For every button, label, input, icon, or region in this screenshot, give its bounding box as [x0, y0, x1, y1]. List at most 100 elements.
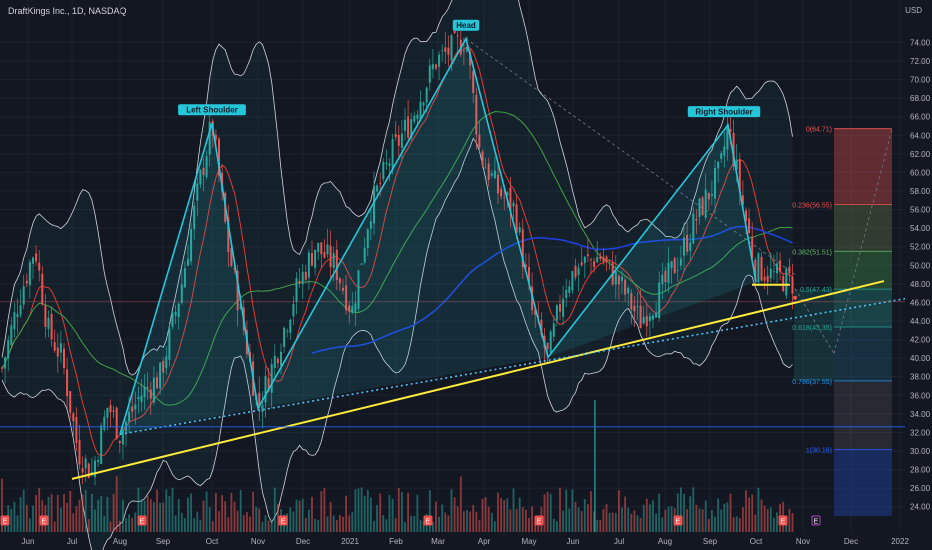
candle-body: [283, 327, 286, 347]
candle-body: [56, 347, 59, 357]
volume-bar: [481, 498, 484, 532]
volume-bar: [289, 507, 292, 532]
volume-bar: [630, 514, 633, 532]
volume-bar: [66, 502, 68, 532]
candle-body: [19, 305, 22, 315]
candle-body: [276, 358, 279, 364]
volume-bar: [494, 521, 496, 532]
volume-bar: [487, 506, 490, 532]
candle-body: [236, 270, 239, 311]
volume-bar: [599, 519, 602, 532]
candle-body: [478, 134, 481, 148]
ma-green: [1, 111, 793, 406]
candle-body: [639, 305, 642, 329]
volume-bar: [732, 517, 735, 532]
volume-bar: [546, 491, 549, 532]
candle-body: [497, 174, 499, 194]
pattern-label-box: [452, 19, 480, 31]
candle-body: [763, 276, 766, 281]
x-tick-label: 2021: [341, 537, 359, 546]
volume-bar: [580, 511, 583, 532]
volume-bar: [413, 516, 416, 532]
volume-bars: [1, 400, 794, 532]
volume-bar: [314, 519, 316, 532]
candle-body: [652, 315, 654, 320]
volume-bar: [137, 487, 140, 532]
volume-bar: [205, 491, 208, 532]
candle-body: [580, 262, 583, 266]
candle-body: [549, 331, 552, 353]
x-tick-label: Mar: [431, 537, 445, 546]
volume-bar: [159, 502, 161, 532]
volume-bar: [707, 519, 710, 532]
candle-body: [317, 243, 320, 252]
candle-body: [143, 386, 146, 397]
event-marker-label: E: [281, 519, 286, 526]
trendlines: [0, 280, 906, 480]
volume-bar: [69, 490, 72, 532]
candle-body: [689, 242, 692, 251]
volume-bar: [103, 515, 106, 532]
candle-body: [425, 87, 428, 103]
pattern-line: [119, 36, 757, 435]
volume-bar: [397, 488, 400, 532]
volume-bar: [339, 514, 341, 532]
bollinger-upper: [1, 0, 793, 376]
volume-bar: [528, 518, 530, 532]
candle-body: [745, 210, 747, 221]
fib-level-label: 0.618(43.35): [792, 325, 832, 332]
volume-bar: [233, 501, 236, 532]
volume-bar: [112, 494, 115, 532]
candle-body: [360, 263, 363, 265]
y-tick-label: 34.00: [910, 410, 931, 419]
candle-body: [735, 159, 738, 170]
volume-bar: [146, 495, 149, 532]
volume-bar: [149, 499, 152, 532]
y-tick-label: 54.00: [910, 224, 931, 233]
candle-body: [100, 425, 103, 465]
candle-body: [329, 245, 332, 268]
event-marker-label: E: [42, 519, 47, 526]
candle-body: [335, 249, 338, 281]
candle-body: [391, 139, 394, 170]
volume-bar: [249, 516, 251, 532]
candle-body: [159, 362, 162, 389]
candle-body: [574, 266, 577, 278]
candle-body: [66, 369, 69, 397]
x-tick-label: Sep: [703, 537, 718, 546]
fib-level-label: 0.236(56.55): [792, 202, 832, 209]
y-tick-label: 24.00: [910, 503, 931, 512]
candle-body: [382, 161, 385, 180]
volume-bar: [760, 499, 763, 532]
y-tick-label: 32.00: [910, 428, 931, 437]
candle-body: [168, 327, 171, 360]
volume-bar: [326, 516, 329, 532]
volume-bar: [518, 497, 521, 532]
candle-body: [552, 323, 555, 337]
volume-bar: [118, 520, 121, 532]
candle-body: [540, 319, 543, 335]
volume-bar: [642, 504, 645, 532]
volume-bar: [509, 509, 512, 532]
projection-line: [833, 128, 893, 354]
candle-body: [115, 407, 118, 439]
candle-body: [202, 167, 205, 176]
volume-bar: [475, 511, 478, 532]
volume-bar: [422, 520, 425, 532]
candle-body: [75, 417, 78, 444]
candle-body: [608, 259, 611, 261]
candle-body: [134, 404, 137, 410]
volume-bar: [463, 511, 465, 532]
volume-bar: [376, 505, 378, 532]
volume-bar: [252, 491, 254, 532]
volume-bar: [391, 498, 394, 532]
volume-bar: [134, 512, 137, 532]
event-marker: [778, 515, 788, 526]
x-tick-label: Jul: [614, 537, 624, 546]
candle-body: [509, 187, 512, 212]
candle-body: [472, 71, 475, 93]
volume-bar: [726, 502, 729, 532]
candle-body: [447, 47, 450, 55]
candle-body: [422, 102, 425, 106]
